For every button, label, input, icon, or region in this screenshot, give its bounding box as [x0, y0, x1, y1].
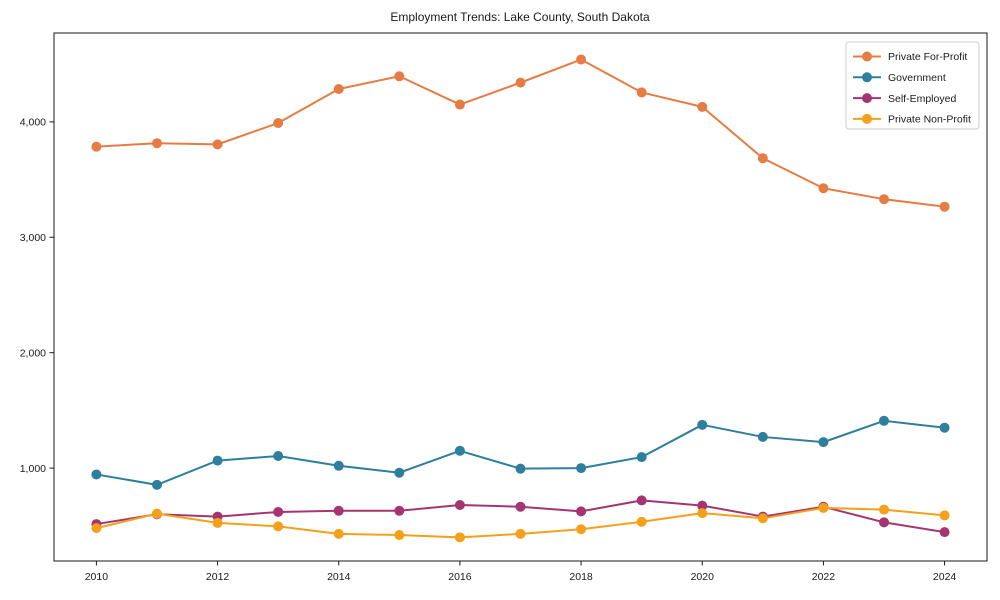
data-point-marker — [515, 77, 526, 88]
data-point-marker — [939, 422, 950, 433]
legend-item: Government — [853, 72, 946, 84]
data-point-marker — [576, 524, 587, 535]
data-point-marker — [757, 153, 768, 164]
data-point-marker — [273, 521, 284, 532]
data-point-marker — [273, 118, 284, 129]
data-point-marker — [636, 495, 647, 506]
data-point-marker — [394, 467, 405, 478]
data-point-marker — [636, 87, 647, 98]
legend-swatch-marker — [862, 51, 872, 62]
legend-swatch-marker — [862, 93, 872, 104]
data-point-marker — [879, 415, 890, 426]
legend-item-label: Government — [888, 72, 946, 84]
legend-item: Self-Employed — [853, 93, 956, 105]
data-point-marker — [212, 517, 223, 528]
x-tick-label: 2014 — [327, 571, 351, 583]
data-point-marker — [91, 469, 102, 480]
x-tick-label: 2024 — [933, 571, 957, 583]
data-point-marker — [939, 201, 950, 212]
y-tick-label: 1,000 — [20, 463, 46, 475]
x-tick-label: 2020 — [691, 571, 715, 583]
data-point-marker — [939, 510, 950, 521]
x-tick-label: 2012 — [206, 571, 230, 583]
data-point-marker — [454, 532, 465, 543]
series-line — [95, 419, 946, 486]
data-point-marker — [454, 99, 465, 110]
data-point-marker — [879, 504, 890, 515]
data-point-marker — [576, 506, 587, 517]
legend-item-label: Private For-Profit — [888, 51, 967, 63]
series-government — [91, 415, 950, 490]
data-point-marker — [212, 455, 223, 466]
data-point-marker — [515, 463, 526, 474]
data-point-marker — [697, 101, 708, 112]
data-point-marker — [697, 419, 708, 430]
plot-box — [53, 32, 988, 562]
x-tick-label: 2016 — [448, 571, 472, 583]
data-point-marker — [91, 141, 102, 152]
legend: Private For-Profit Government Self-Employe… — [845, 41, 980, 130]
data-point-marker — [515, 528, 526, 539]
x-tick-label: 2018 — [569, 571, 593, 583]
y-tick-label: 2,000 — [20, 347, 46, 359]
data-point-marker — [879, 517, 890, 528]
data-point-marker — [697, 500, 708, 511]
data-point-marker — [394, 505, 405, 516]
data-point-marker — [818, 183, 829, 194]
data-point-marker — [151, 138, 162, 149]
data-point-marker — [212, 139, 223, 150]
data-point-marker — [576, 463, 587, 474]
data-point-marker — [91, 523, 102, 534]
data-point-marker — [333, 528, 344, 539]
data-point-marker — [697, 508, 708, 519]
data-point-marker — [333, 83, 344, 94]
data-point-marker — [394, 71, 405, 82]
series-private-for-profit — [91, 54, 950, 212]
x-tick-label: 2010 — [85, 571, 109, 583]
data-point-marker — [333, 460, 344, 471]
y-tick-label: 3,000 — [20, 232, 46, 244]
legend-item-label: Self-Employed — [888, 93, 956, 105]
data-point-marker — [879, 194, 890, 205]
data-point-marker — [273, 506, 284, 517]
data-point-marker — [515, 501, 526, 512]
legend-swatch-marker — [862, 72, 872, 83]
data-point-marker — [636, 516, 647, 527]
legend-box — [845, 41, 980, 130]
data-point-marker — [576, 54, 587, 65]
data-point-marker — [454, 445, 465, 456]
data-point-marker — [151, 479, 162, 490]
data-point-marker — [394, 530, 405, 541]
data-point-marker — [818, 437, 829, 448]
y-tick-label: 4,000 — [20, 117, 46, 129]
data-point-marker — [151, 508, 162, 519]
data-point-marker — [939, 527, 950, 538]
data-point-marker — [818, 502, 829, 513]
data-point-marker — [333, 505, 344, 516]
series-private-non-profit — [91, 502, 950, 543]
legend-item-label: Private Non-Profit — [888, 114, 971, 126]
series-layer — [91, 54, 950, 543]
legend-item: Private For-Profit — [853, 51, 967, 63]
data-point-marker — [636, 452, 647, 463]
data-point-marker — [757, 431, 768, 442]
data-point-marker — [454, 500, 465, 511]
data-point-marker — [757, 513, 768, 524]
chart-title: Employment Trends: Lake County, South Da… — [390, 10, 650, 24]
legend-swatch-marker — [862, 113, 872, 124]
axes-layer: 1,000 2,000 3,000 4,000 2010 2012 2014 2016 2018… — [20, 32, 988, 583]
x-tick-label: 2022 — [812, 571, 836, 583]
legend-item: Private Non-Profit — [853, 114, 971, 126]
data-point-marker — [273, 450, 284, 461]
